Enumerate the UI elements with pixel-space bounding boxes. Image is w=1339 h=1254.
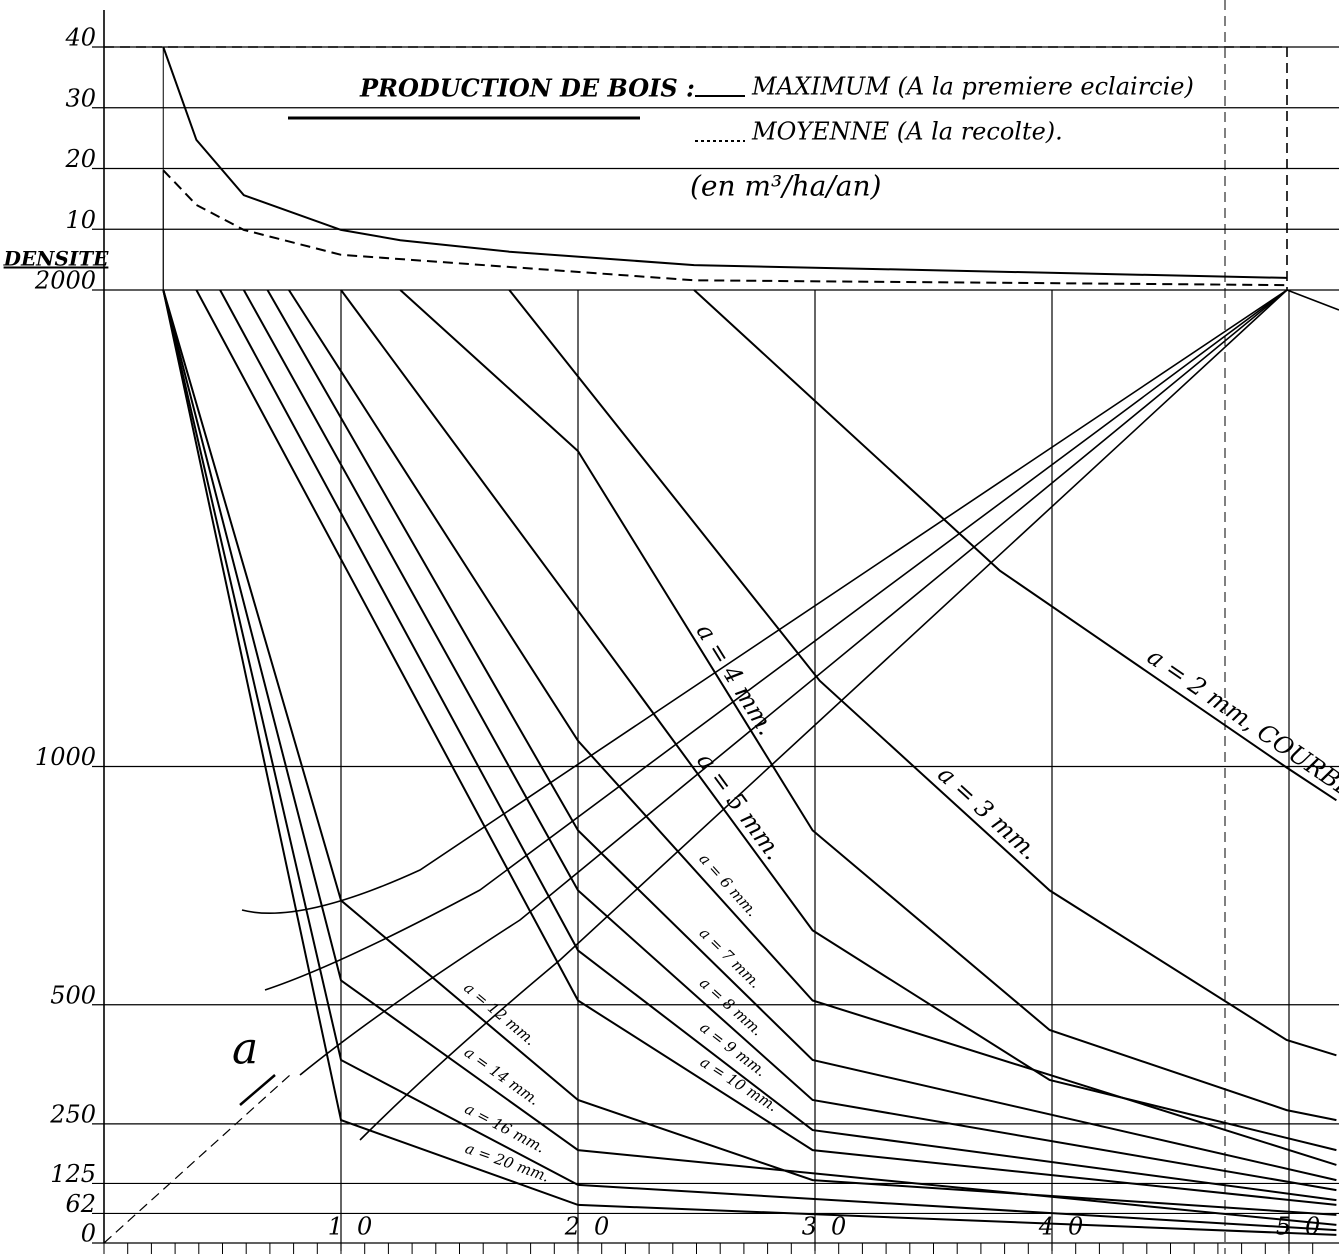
x-tick-label: 10 — [328, 1213, 387, 1241]
y-tick-label: 125 — [50, 1160, 96, 1188]
curve-label: a = 6 mm. — [695, 850, 761, 920]
data-line — [162, 289, 1337, 1236]
data-line — [195, 289, 1337, 1206]
annotation: a — [232, 1024, 258, 1075]
data-line — [693, 289, 1337, 802]
curve-label: a = 5 mm. — [691, 747, 788, 865]
data-line — [162, 46, 1287, 279]
data-line — [162, 169, 1287, 287]
data-line — [219, 289, 1337, 1202]
data-line — [340, 289, 1337, 1152]
data-line — [266, 289, 1337, 1182]
y-tick-label: 62 — [65, 1190, 96, 1218]
y-tick-label: 0 — [81, 1220, 96, 1248]
data-line — [162, 289, 1337, 1226]
plot: 10 20 30 40 PRODUCTION DE BOIS : (en m³/ha/an… — [3, 24, 1339, 1254]
legend-label: MOYENNE (A la recolte). — [751, 118, 1063, 146]
y-tick-label: 40 — [64, 24, 96, 52]
legend-label: MAXIMUM (A la premiere eclaircie) — [751, 73, 1194, 101]
y-tick-label: 30 — [65, 84, 96, 112]
y-tick-label: 500 — [50, 981, 96, 1009]
data-line — [242, 289, 1337, 1192]
chart-subtitle: (en m³/ha/an) — [690, 170, 881, 203]
data-line — [162, 289, 1337, 1216]
curve-label: a = 12 mm. — [460, 979, 539, 1050]
curve-label: a = 3 mm. — [932, 760, 1044, 865]
y-tick-label: 10 — [65, 206, 96, 234]
x-tick-label: 40 — [1038, 1213, 1098, 1241]
data-line — [508, 289, 1337, 1057]
data-line — [399, 289, 1337, 1122]
data-line — [288, 289, 1337, 1166]
y-tick-label: 1000 — [35, 743, 96, 771]
y-tick-label: 2000 — [34, 267, 96, 295]
x-tick-label: 30 — [802, 1213, 861, 1241]
data-line — [162, 289, 1337, 1232]
chart-title: PRODUCTION DE BOIS : — [359, 74, 695, 103]
y-axis-label: DENSITE — [3, 247, 110, 271]
x-tick-label: 20 — [564, 1213, 624, 1241]
y-tick-label: 20 — [64, 145, 96, 173]
y-tick-label: 250 — [49, 1100, 96, 1128]
curve-label: a = 2 mm, COURBE — [1142, 642, 1339, 804]
